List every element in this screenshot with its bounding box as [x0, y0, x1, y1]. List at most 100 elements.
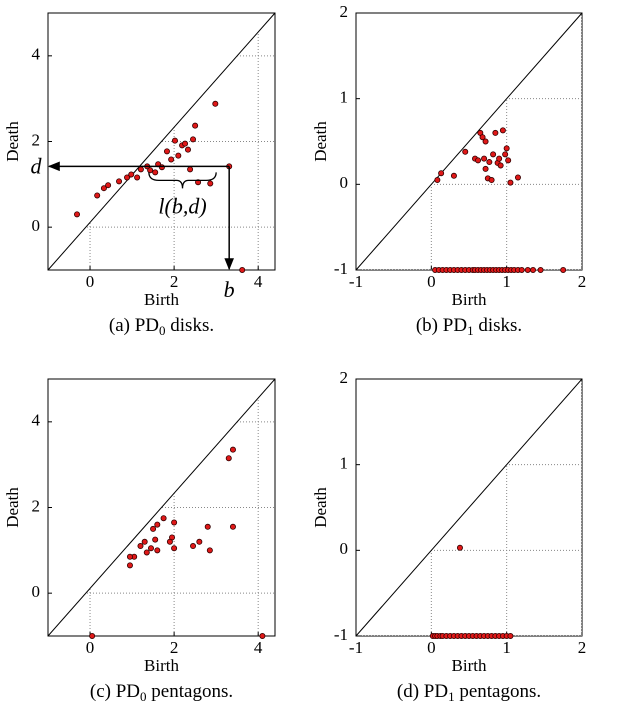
x-axis-label: Birth: [144, 290, 179, 309]
x-axis-label: Birth: [452, 656, 487, 675]
y-tick-label: 0: [340, 539, 349, 558]
y-tick-label: 4: [32, 45, 41, 64]
annotation: b: [224, 277, 235, 302]
x-tick-label: -1: [349, 272, 363, 291]
point: [481, 155, 488, 162]
point: [154, 521, 161, 528]
point: [196, 538, 203, 545]
point: [163, 148, 170, 155]
point: [499, 127, 506, 134]
x-tick-label: 4: [254, 638, 263, 657]
point: [105, 182, 112, 189]
x-tick-label: 0: [427, 638, 436, 657]
x-tick-label: 0: [86, 638, 95, 657]
point: [486, 159, 493, 166]
brace: [148, 172, 217, 189]
point: [171, 519, 178, 526]
y-tick-label: 4: [32, 411, 41, 430]
point: [192, 122, 199, 129]
x-tick-label: 2: [578, 272, 587, 291]
x-tick-label: 2: [578, 638, 587, 657]
point: [141, 538, 148, 545]
x-axis-label: Birth: [144, 656, 179, 675]
point: [116, 178, 123, 185]
point: [154, 547, 161, 554]
caption-part: pentagons.: [455, 681, 542, 702]
caption-part: 0: [140, 689, 147, 704]
point: [450, 172, 457, 179]
point: [514, 174, 521, 181]
diagonal: [355, 12, 583, 271]
point: [158, 164, 165, 171]
caption-part: disks.: [474, 315, 523, 336]
point: [207, 180, 214, 187]
x-tick-label: 0: [86, 272, 95, 291]
y-tick-label: 0: [340, 173, 349, 192]
point: [190, 136, 197, 143]
point: [150, 525, 157, 532]
point: [434, 177, 441, 184]
point: [147, 167, 154, 174]
annotation: l(b,d): [158, 193, 206, 218]
caption-part: (d) PD: [397, 681, 448, 702]
y-tick-label: -1: [334, 625, 348, 644]
point: [206, 547, 213, 554]
point: [147, 545, 154, 552]
y-tick-label: -1: [334, 259, 348, 278]
point: [462, 148, 469, 155]
caption-part: (a) PD: [109, 315, 159, 336]
point: [537, 266, 544, 273]
point: [171, 137, 178, 144]
y-tick-label: 0: [32, 216, 41, 235]
caption: (b) PD1 disks.: [416, 315, 522, 338]
point: [496, 155, 503, 162]
point: [518, 266, 525, 273]
x-tick-label: 0: [427, 272, 436, 291]
caption-part: 0: [159, 323, 166, 338]
annotation: d: [31, 153, 43, 178]
point: [438, 170, 445, 177]
caption-part: 1: [448, 689, 455, 704]
point: [152, 536, 159, 543]
x-tick-label: 2: [170, 272, 179, 291]
point: [229, 523, 236, 530]
point: [175, 152, 182, 159]
y-tick-label: 2: [32, 496, 41, 515]
y-axis-label: Death: [3, 121, 22, 162]
point: [126, 562, 133, 569]
x-tick-label: 1: [502, 272, 511, 291]
point: [124, 174, 131, 181]
point: [505, 157, 512, 164]
caption: (c) PD0 pentagons.: [90, 681, 233, 704]
caption-part: (c) PD: [90, 681, 140, 702]
y-axis-label: Death: [311, 121, 330, 162]
caption-part: pentagons.: [147, 681, 234, 702]
panel: 0 2 4 0 2 4 Birth Death (c) PD0 pentagons.: [3, 378, 276, 704]
point: [259, 633, 266, 640]
x-tick-label: -1: [349, 638, 363, 657]
point: [492, 129, 499, 136]
point: [507, 633, 514, 640]
x-tick-label: 4: [254, 272, 263, 291]
diagonal: [47, 12, 276, 271]
point: [160, 515, 167, 522]
y-axis-label: Death: [3, 487, 22, 528]
y-axis-label: Death: [311, 487, 330, 528]
point: [212, 100, 219, 107]
caption-part: disks.: [166, 315, 215, 336]
y-tick-label: 2: [32, 130, 41, 149]
point: [507, 179, 514, 186]
point: [171, 545, 178, 552]
point: [239, 266, 246, 273]
caption-part: (b) PD: [416, 315, 467, 336]
point: [100, 185, 107, 192]
point: [502, 151, 509, 158]
x-axis-label: Birth: [452, 290, 487, 309]
point: [482, 165, 489, 172]
point: [482, 138, 489, 145]
x-tick-label: 2: [170, 638, 179, 657]
point: [137, 543, 144, 550]
